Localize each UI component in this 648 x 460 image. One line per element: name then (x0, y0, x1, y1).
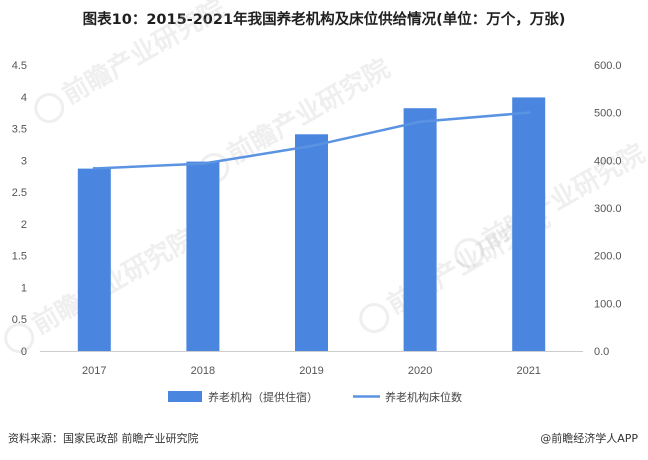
y-right-tick-label: 500.0 (594, 108, 622, 120)
x-tick-label: 2019 (299, 365, 323, 377)
x-tick-label: 2017 (82, 365, 106, 377)
x-tick-label: 2018 (191, 365, 215, 377)
line-point (201, 162, 205, 166)
source-note: 资料来源：国家民政部 前瞻产业研究院 (8, 432, 199, 445)
x-tick-label: 2020 (408, 365, 432, 377)
bar (403, 108, 437, 352)
line-point (418, 120, 422, 124)
y-right-tick-label: 600.0 (594, 60, 622, 72)
bar (512, 97, 546, 351)
x-tick-label: 2021 (516, 365, 540, 377)
y-right-tick-label: 300.0 (594, 203, 622, 215)
line-point (310, 144, 313, 148)
line-point (92, 166, 96, 170)
chart-title: 图表10：2015-2021年我国养老机构及床位供给情况(单位：万个，万张) (82, 12, 566, 28)
y-left-tick-label: 4.5 (12, 60, 27, 72)
bar (295, 134, 328, 351)
y-right-tick-label: 200.0 (594, 251, 622, 263)
y-right-tick-label: 400.0 (594, 155, 622, 167)
y-left-tick-label: 3.5 (12, 124, 27, 136)
bar (77, 168, 111, 351)
y-left-tick-label: 1 (21, 282, 27, 294)
line-point (527, 111, 531, 115)
y-left-tick-label: 3 (21, 155, 27, 167)
legend-label-line: 养老机构床位数 (385, 390, 462, 404)
y-left-tick-label: 0 (21, 346, 27, 358)
y-left-tick-label: 2 (21, 219, 27, 231)
legend-swatch-bar (168, 391, 202, 402)
y-left-tick-label: 2.5 (12, 187, 27, 199)
y-left-tick-label: 0.5 (12, 314, 27, 326)
y-right-tick-label: 0.0 (594, 346, 609, 358)
legend-label-bar: 养老机构（提供住宿） (208, 390, 318, 404)
brand-credit: @前瞻经济学人APP (540, 432, 638, 445)
y-right-tick-label: 100.0 (594, 298, 622, 310)
bar (186, 161, 220, 351)
y-left-tick-label: 1.5 (12, 251, 27, 263)
y-left-tick-label: 4 (21, 92, 27, 104)
